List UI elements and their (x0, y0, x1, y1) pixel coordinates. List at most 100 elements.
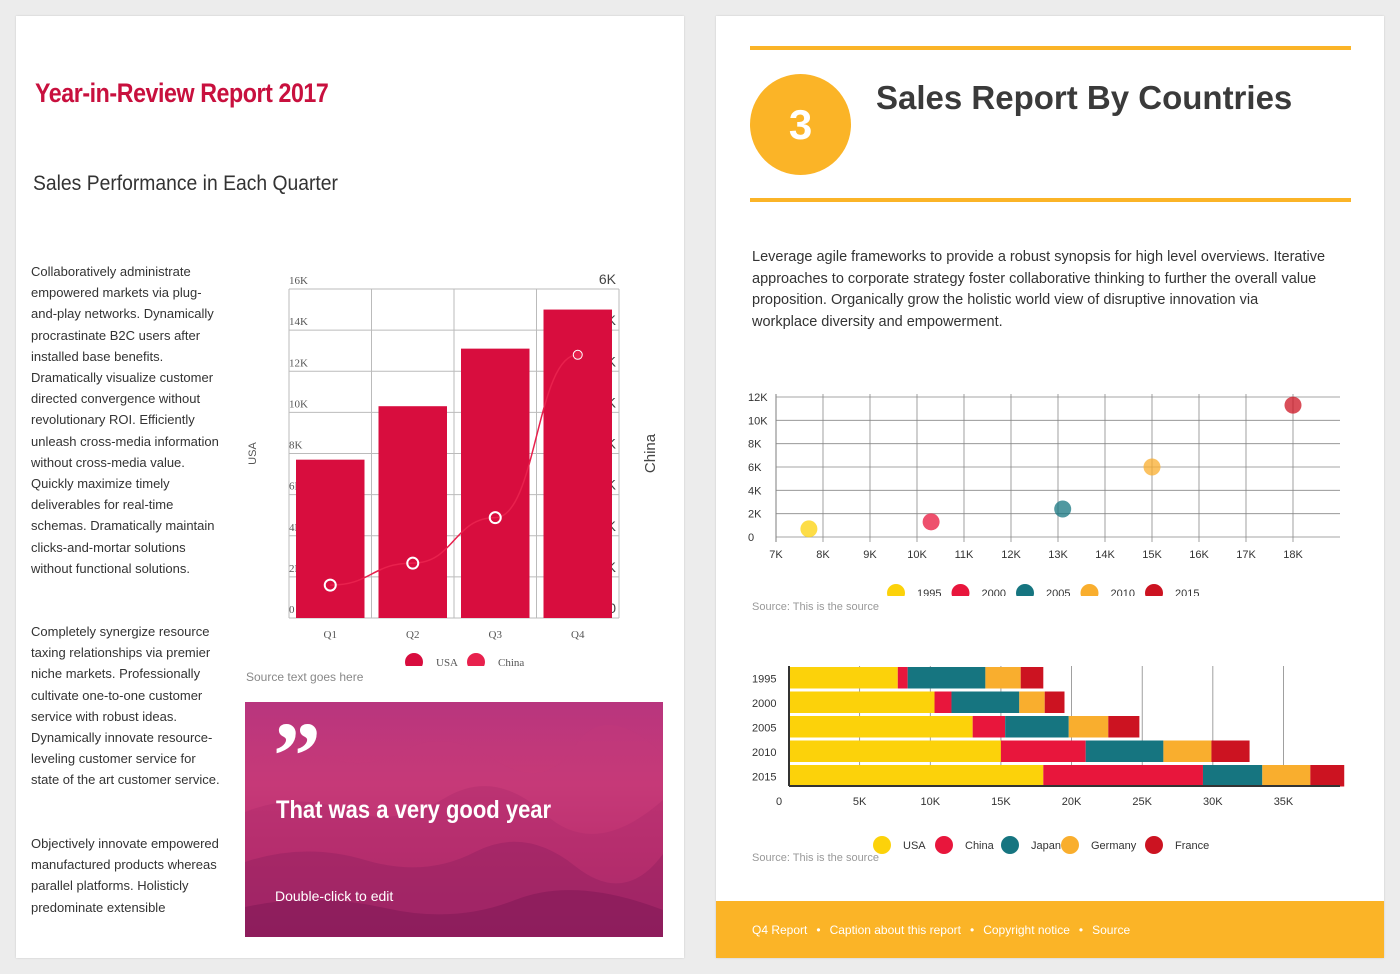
scatter-point-2000 (922, 513, 940, 531)
footer-report-label: Q4 Report (752, 922, 808, 937)
x-tick-label: 11K (955, 549, 974, 561)
x-tick-label: 35K (1274, 796, 1294, 808)
y-tick-label: 2010 (752, 747, 776, 759)
x-tick-label: 15K (991, 796, 1011, 808)
x-tick-label: 17K (1236, 549, 1256, 561)
scatter-point-2015 (1284, 396, 1302, 414)
x-tick-label: 16K (1189, 549, 1209, 561)
legend-label: 2005 (1046, 588, 1070, 596)
legend-label: 2000 (982, 588, 1006, 596)
quote-icon: ” (273, 702, 321, 809)
mountain-background (245, 724, 663, 937)
legend-marker-usa (873, 836, 891, 854)
bar-segment-usa-1995 (789, 667, 898, 689)
quote-card[interactable]: ” That was a very good year Double-click… (245, 702, 663, 937)
legend-label: China (498, 657, 524, 666)
quote-text: That was a very good year (276, 796, 552, 824)
section-number-badge: 3 (750, 74, 851, 175)
bar-segment-usa-2015 (789, 765, 1044, 787)
line-china (330, 354, 578, 586)
bar-segment-france-2005 (1108, 716, 1140, 738)
legend-label: 1995 (917, 588, 941, 596)
bar-usa-q4 (543, 309, 612, 618)
bar-segment-france-1995 (1020, 667, 1044, 689)
x-tick-label: Q2 (406, 629, 419, 641)
y-tick-label: 1995 (752, 673, 776, 685)
y2-axis-title: China (642, 433, 659, 473)
legend-label: Japan (1031, 840, 1061, 852)
body-paragraph-1: Collaboratively administrate empowered m… (31, 264, 219, 576)
y-tick-label: 10K (289, 398, 308, 410)
bar-segment-japan-2010 (1085, 740, 1164, 762)
y-tick-label: 0 (289, 604, 295, 616)
legend-marker-france (1145, 836, 1163, 854)
scatter-chart: 0 2K 4K 6K 8K 10K 12K 7K 8K 9K 10K 11K 12K 13K 14K 15K 1… (748, 392, 1340, 596)
bar-usa-q3 (461, 348, 530, 618)
bar-segment-china-2015 (1043, 765, 1203, 787)
footer-separator: • (816, 922, 821, 937)
bar-segment-france-2010 (1211, 740, 1250, 762)
legend-marker-2010 (1080, 584, 1099, 596)
y-tick-label: 10K (748, 415, 768, 427)
body-paragraph-2: Completely synergize resource taxing rel… (31, 624, 220, 788)
bar-segment-japan-2000 (951, 691, 1020, 713)
quarterly-sales-chart: 02K4K6K8K10K12K14K16K00.8K1.5K2.3K3K3.8K… (247, 271, 659, 666)
point-china (572, 349, 583, 360)
y2-tick-label: 6K (599, 271, 617, 287)
y-tick-label: 2K (748, 509, 762, 521)
bar-usa-q1 (296, 459, 365, 618)
y-tick-label: 6K (748, 462, 762, 474)
bar-segment-china-1995 (897, 667, 908, 689)
point-china (488, 511, 502, 525)
bar-segment-china-2010 (1000, 740, 1086, 762)
x-tick-label: 8K (816, 549, 830, 561)
legend-marker-1995 (887, 584, 905, 596)
bar-segment-china-2005 (972, 716, 1006, 738)
x-tick-label: 10K (907, 549, 927, 561)
y-tick-label: 12K (748, 392, 768, 404)
y-tick-label: 2005 (752, 722, 776, 734)
section-title: Sales Report By Countries (876, 79, 1293, 116)
point-china (406, 556, 420, 570)
legend-marker-usa (405, 653, 423, 666)
legend-label: 2015 (1175, 588, 1199, 596)
x-tick-label: 12K (1001, 549, 1021, 561)
x-tick-label: 20K (1062, 796, 1082, 808)
legend-marker-2015 (1145, 584, 1163, 596)
x-tick-label: Q4 (571, 629, 585, 641)
footer-caption: Caption about this report (829, 922, 961, 937)
x-tick-label: 0 (776, 796, 782, 808)
x-tick-label: Q3 (489, 629, 503, 641)
footer-separator: • (1078, 922, 1084, 937)
section-subtitle: Sales Performance in Each Quarter (33, 172, 338, 195)
y-axis-title: USA (247, 442, 259, 465)
footer-copyright: Copyright notice (983, 922, 1070, 937)
point-china (323, 578, 337, 592)
bar-segment-germany-2010 (1163, 740, 1212, 762)
bar-segment-germany-1995 (985, 667, 1021, 689)
bar-segment-france-2015 (1310, 765, 1345, 787)
bar-segment-japan-2005 (1005, 716, 1069, 738)
bar-segment-france-2000 (1044, 691, 1065, 713)
legend-marker-china (467, 653, 485, 666)
y-tick-label: 8K (748, 439, 762, 451)
bar-segment-germany-2015 (1262, 765, 1311, 787)
footer-separator: • (969, 922, 975, 937)
y2-tick-label: 0 (608, 600, 616, 616)
bar-segment-usa-2000 (789, 691, 935, 713)
legend-label: China (965, 840, 995, 852)
x-tick-label: 5K (853, 796, 867, 808)
page-footer: Q4 Report • Caption about this report • … (716, 901, 1384, 958)
scatter-point-2005 (1054, 500, 1072, 518)
y-tick-label: 16K (289, 275, 308, 287)
scatter-point-1995 (800, 520, 818, 538)
y-tick-label: 0 (748, 532, 754, 544)
legend-marker-germany (1061, 836, 1079, 854)
chart-source-text: Source text goes here (246, 670, 364, 684)
y-tick-label: 2015 (752, 771, 776, 783)
bar-segment-usa-2010 (789, 740, 1001, 762)
body-paragraph-3: Objectively innovate empowered manufactu… (31, 836, 219, 915)
y-tick-label: 4K (748, 485, 762, 497)
bar-segment-japan-1995 (907, 667, 986, 689)
stacked-bar-chart: 0 5K 10K 15K 20K 25K 30K 35K 1995 2000 2005 2010 201… (752, 666, 1345, 854)
